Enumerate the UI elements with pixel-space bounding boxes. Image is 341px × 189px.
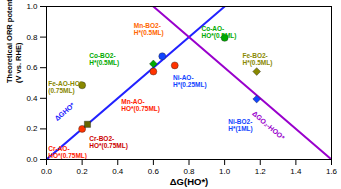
svg-text:ΔG(HO*): ΔG(HO*) xyxy=(170,176,209,187)
svg-text:Co-BO2-H*(0.5ML): Co-BO2-H*(0.5ML) xyxy=(89,52,119,67)
svg-text:Cr-BO2-HO*(0.75ML): Cr-BO2-HO*(0.75ML) xyxy=(89,135,128,150)
svg-text:0.8: 0.8 xyxy=(26,33,38,42)
svg-text:Ni-BO2-H*(1ML): Ni-BO2-H*(1ML) xyxy=(228,118,253,133)
svg-text:0.2: 0.2 xyxy=(77,167,89,176)
svg-text:Fe-AO-HO*(0.75ML): Fe-AO-HO*(0.75ML) xyxy=(48,80,82,95)
svg-text:1.4: 1.4 xyxy=(290,167,302,176)
svg-text:1.6: 1.6 xyxy=(326,167,338,176)
svg-text:0.4: 0.4 xyxy=(112,167,124,176)
svg-text:0.6: 0.6 xyxy=(26,63,38,72)
svg-text:Ni-AO-H*(0.25ML): Ni-AO-H*(0.25ML) xyxy=(173,74,207,89)
svg-text:0.8: 0.8 xyxy=(183,167,195,176)
svg-text:0.0: 0.0 xyxy=(26,155,38,164)
svg-text:Cr-AO-HO*(0.75ML): Cr-AO-HO*(0.75ML) xyxy=(48,145,87,160)
svg-text:1.0: 1.0 xyxy=(219,167,231,176)
svg-text:Co-AO-HO*(0.5ML): Co-AO-HO*(0.5ML) xyxy=(201,25,236,40)
svg-text:Theoretical ORR potential(V vs: Theoretical ORR potential(V vs. RHE) xyxy=(5,0,23,83)
svg-text:1.0: 1.0 xyxy=(26,2,38,11)
svg-text:0.6: 0.6 xyxy=(148,167,160,176)
svg-text:1.2: 1.2 xyxy=(255,167,267,176)
svg-text:ΔGHO*: ΔGHO* xyxy=(53,101,76,122)
svg-text:Mn-BO2-H*(0.5ML): Mn-BO2-H*(0.5ML) xyxy=(134,22,164,37)
svg-text:Fe-BO2-H*(0.5ML): Fe-BO2-H*(0.5ML) xyxy=(242,52,272,67)
svg-text:Mn-AO-HO*(0.75ML): Mn-AO-HO*(0.75ML) xyxy=(121,98,160,113)
svg-text:0.2: 0.2 xyxy=(26,124,38,133)
svg-text:ΔGO₂-HOO*: ΔGO₂-HOO* xyxy=(251,110,286,142)
svg-text:0.4: 0.4 xyxy=(26,94,38,103)
svg-text:0.0: 0.0 xyxy=(41,167,53,176)
